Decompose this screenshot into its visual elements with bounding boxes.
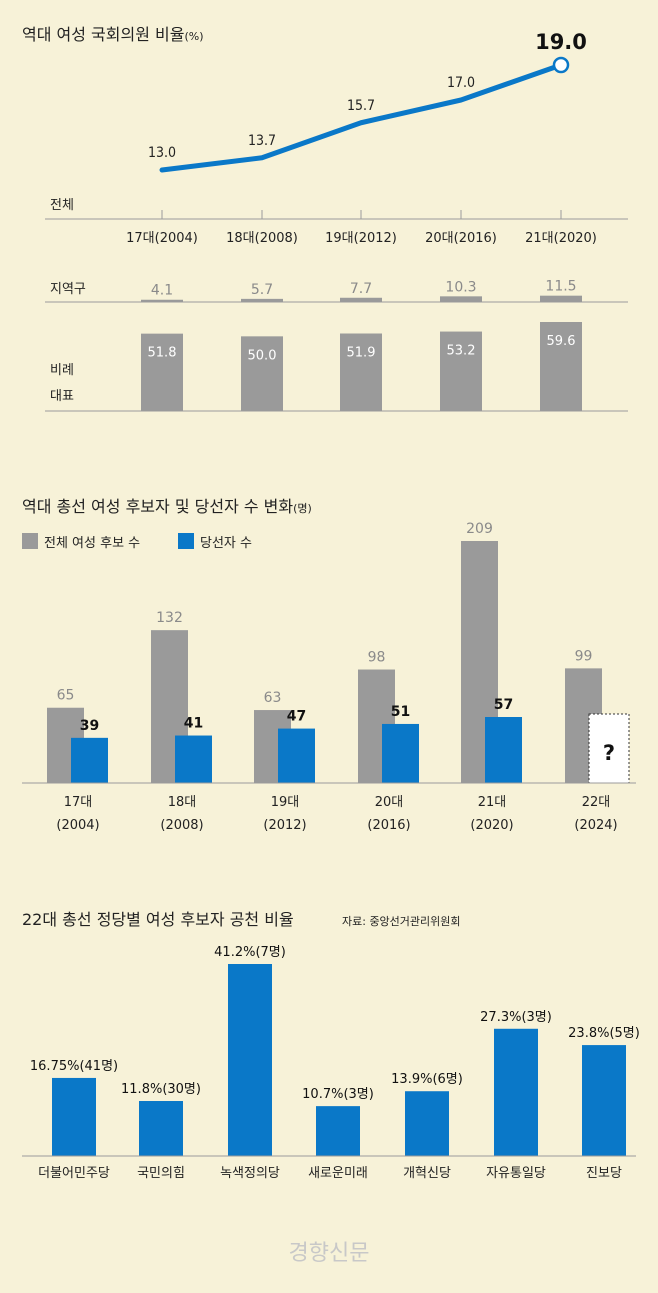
chart3-title: 22대 총선 정당별 여성 후보자 공천 비율 bbox=[22, 910, 294, 929]
party-bar bbox=[228, 964, 272, 1156]
winners-value-label: 41 bbox=[184, 716, 203, 732]
candidates-value-label: 99 bbox=[575, 648, 593, 664]
proportional-value-label: 51.9 bbox=[347, 345, 376, 360]
line-value-label: 13.0 bbox=[148, 145, 176, 161]
winners-value-label: 51 bbox=[391, 704, 410, 720]
row-label-total: 전체 bbox=[50, 198, 74, 213]
x-tick-label: (2020) bbox=[470, 818, 513, 833]
watermark-logo: 경향신문 bbox=[289, 1241, 370, 1266]
x-tick-label: 21대(2020) bbox=[525, 231, 597, 246]
line-value-label: 17.0 bbox=[447, 75, 475, 91]
x-tick-label: 개혁신당 bbox=[403, 1166, 451, 1181]
proportional-value-label: 50.0 bbox=[248, 348, 277, 363]
party-value-label: 13.9%(6명) bbox=[391, 1072, 463, 1087]
district-bar bbox=[141, 299, 183, 302]
legend-swatch-winners bbox=[178, 533, 194, 549]
candidates-value-label: 65 bbox=[57, 688, 75, 704]
x-tick-label: 21대 bbox=[478, 795, 507, 810]
line-value-label: 15.7 bbox=[347, 98, 375, 114]
unknown-winners-marker: ? bbox=[603, 741, 615, 765]
district-value-label: 7.7 bbox=[350, 281, 372, 297]
x-tick-label: 새로운미래 bbox=[308, 1166, 368, 1181]
legend-swatch-candidates bbox=[22, 533, 38, 549]
x-tick-label: 19대(2012) bbox=[325, 231, 397, 246]
proportional-bar bbox=[340, 333, 382, 411]
party-bar bbox=[52, 1077, 96, 1156]
x-tick-label: (2008) bbox=[160, 818, 203, 833]
chart1-title: 역대 여성 국회의원 비율(%) bbox=[22, 25, 204, 44]
proportional-bar bbox=[440, 331, 482, 411]
party-bar bbox=[405, 1091, 449, 1156]
x-tick-label: (2012) bbox=[263, 818, 306, 833]
x-tick-label: 자유통일당 bbox=[486, 1166, 546, 1181]
candidates-value-label: 63 bbox=[264, 690, 282, 706]
winners-bar bbox=[278, 728, 315, 783]
party-value-label: 16.75%(41명) bbox=[30, 1059, 118, 1074]
x-tick-label: 더불어민주당 bbox=[38, 1166, 110, 1181]
winners-value-label: 57 bbox=[494, 697, 513, 713]
line-point-end bbox=[552, 56, 570, 74]
winners-bar bbox=[71, 737, 108, 783]
party-value-label: 11.8%(30명) bbox=[121, 1082, 201, 1097]
x-tick-label: 진보당 bbox=[586, 1166, 622, 1181]
x-tick-label: 17대(2004) bbox=[126, 231, 198, 246]
party-value-label: 27.3%(3명) bbox=[480, 1010, 552, 1025]
district-bar bbox=[540, 295, 582, 302]
x-tick-label: (2024) bbox=[574, 818, 617, 833]
winners-bar bbox=[175, 735, 212, 783]
chart3-source: 자료: 중앙선거관리위원회 bbox=[342, 915, 461, 928]
winners-value-label: 47 bbox=[287, 709, 306, 725]
chart2-title: 역대 총선 여성 후보자 및 당선자 수 변화(명) bbox=[22, 497, 312, 516]
district-value-label: 11.5 bbox=[545, 279, 576, 295]
x-tick-label: 녹색정의당 bbox=[220, 1166, 280, 1181]
candidates-value-label: 132 bbox=[156, 610, 183, 626]
legend-label-winners: 당선자 수 bbox=[200, 536, 252, 551]
party-bar bbox=[582, 1045, 626, 1156]
party-value-label: 41.2%(7명) bbox=[214, 945, 286, 960]
proportional-value-label: 51.8 bbox=[148, 346, 177, 361]
x-tick-label: 17대 bbox=[64, 795, 93, 810]
line-value-label: 19.0 bbox=[535, 30, 587, 54]
row-label-proportional: 비례 bbox=[50, 363, 74, 378]
proportional-value-label: 59.6 bbox=[547, 334, 576, 349]
x-tick-label: 18대(2008) bbox=[226, 231, 298, 246]
party-bar bbox=[316, 1106, 360, 1156]
district-bar bbox=[340, 297, 382, 302]
legend-label-candidates: 전체 여성 후보 수 bbox=[44, 536, 140, 551]
x-tick-label: 20대 bbox=[375, 795, 404, 810]
district-bar bbox=[440, 296, 482, 302]
proportional-bar bbox=[241, 336, 283, 411]
winners-bar bbox=[382, 723, 419, 783]
x-tick-label: 19대 bbox=[271, 795, 300, 810]
party-bar bbox=[139, 1101, 183, 1156]
candidates-value-label: 209 bbox=[466, 521, 493, 537]
proportional-bar bbox=[141, 333, 183, 411]
line-series-total bbox=[159, 62, 564, 173]
row-label-proportional: 대표 bbox=[50, 389, 74, 404]
district-value-label: 4.1 bbox=[151, 283, 173, 299]
line-value-label: 13.7 bbox=[248, 133, 276, 149]
x-tick-label: 18대 bbox=[168, 795, 197, 810]
district-value-label: 10.3 bbox=[445, 279, 476, 295]
row-label-district: 지역구 bbox=[50, 282, 86, 297]
x-tick-label: (2004) bbox=[56, 818, 99, 833]
party-bar bbox=[494, 1028, 538, 1156]
x-tick-label: 20대(2016) bbox=[425, 231, 497, 246]
district-bar bbox=[241, 298, 283, 302]
proportional-value-label: 53.2 bbox=[447, 344, 476, 359]
winners-value-label: 39 bbox=[80, 718, 99, 734]
winners-bar bbox=[485, 717, 522, 783]
party-value-label: 10.7%(3명) bbox=[302, 1087, 374, 1102]
party-value-label: 23.8%(5명) bbox=[568, 1026, 640, 1041]
x-tick-label: 22대 bbox=[582, 795, 611, 810]
x-tick-label: (2016) bbox=[367, 818, 410, 833]
proportional-bar bbox=[540, 322, 582, 411]
candidates-value-label: 98 bbox=[368, 650, 386, 666]
x-tick-label: 국민의힘 bbox=[137, 1166, 185, 1181]
district-value-label: 5.7 bbox=[251, 282, 273, 298]
